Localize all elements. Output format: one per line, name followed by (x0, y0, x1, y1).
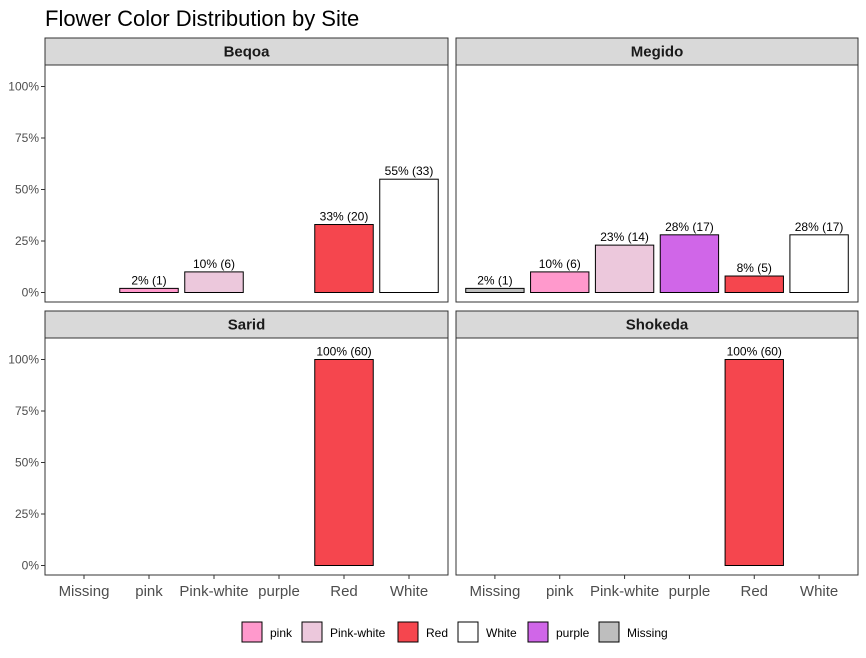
bar-red (724, 359, 784, 566)
facet-strip-label: Megido (631, 44, 684, 61)
legend-swatch (527, 621, 549, 643)
data-label: 10% (6) (193, 257, 235, 271)
panel-border (44, 64, 449, 303)
data-label: 55% (33) (385, 164, 434, 178)
legend-swatch (457, 621, 479, 643)
bar-red (314, 359, 374, 566)
x-tick-label: Missing (59, 583, 110, 600)
legend-entry: pink (241, 621, 293, 643)
y-tick-label: 75% (15, 404, 39, 418)
legend-swatch (301, 621, 323, 643)
facet-panel: Megido 2% (1) 10% (6) 23% (14) 28% (17) 8% (5… (455, 37, 859, 303)
bar-red (724, 275, 784, 293)
x-tick-label: White (390, 583, 428, 600)
legend-label: purple (556, 626, 590, 640)
legend-entry: purple (527, 621, 590, 643)
legend-entry: Pink-white (301, 621, 386, 643)
legend-swatch (598, 621, 620, 643)
x-tick-label: pink (546, 583, 574, 600)
y-tick-label: 100% (8, 80, 39, 94)
legend-label: White (486, 626, 517, 640)
legend-label: Pink-white (330, 626, 386, 640)
panel-border (455, 337, 859, 576)
x-axes: Missing pink Pink-white purple Red White Missi… (59, 575, 838, 600)
x-tick-label: Missing (469, 583, 520, 600)
data-label: 33% (20) (320, 210, 369, 224)
y-tick-label: 75% (15, 131, 39, 145)
data-label: 2% (1) (477, 273, 512, 287)
legend-label: pink (270, 626, 293, 640)
panel-border (44, 337, 449, 576)
panel-border (455, 64, 859, 303)
legend-swatch (397, 621, 419, 643)
bar-red (314, 224, 374, 294)
x-tick-label: Red (740, 583, 768, 600)
chart-title: Flower Color Distribution by Site (45, 6, 359, 31)
legend-swatch (241, 621, 263, 643)
bar-pink-white (594, 244, 655, 293)
bar-purple (659, 234, 720, 294)
y-tick-label: 50% (15, 456, 39, 470)
bar-missing (465, 287, 525, 294)
legend-label: Missing (627, 626, 668, 640)
facet-strip-label: Sarid (228, 317, 266, 334)
facet-panel: Sarid 0% 25% 50% 75% 100% 100% (60) (8, 310, 449, 576)
data-label: 28% (17) (795, 220, 844, 234)
facet-strip-label: Shokeda (626, 317, 689, 334)
legend: pink Pink-white Red White purple Missing (241, 621, 668, 643)
data-label: 28% (17) (665, 220, 714, 234)
legend-label: Red (426, 626, 448, 640)
y-tick-label: 0% (22, 286, 40, 300)
facet-panels: Beqoa 0% 25% 50% 75% 100% 2% (1) 10% (6) 33% (20… (8, 37, 859, 576)
x-tick-label: pink (135, 583, 163, 600)
bar-pink (119, 287, 179, 294)
bar-white (789, 234, 849, 294)
y-tick-label: 100% (8, 353, 39, 367)
facet-strip (44, 310, 449, 339)
bar-pink-white (184, 271, 244, 293)
x-tick-label: White (800, 583, 838, 600)
bar-pink (530, 271, 590, 293)
x-tick-label: Pink-white (590, 583, 659, 600)
legend-entry: Missing (598, 621, 668, 643)
x-tick-label: Pink-white (179, 583, 248, 600)
facet-strip (455, 310, 859, 339)
data-label: 23% (14) (600, 230, 649, 244)
data-label: 2% (1) (131, 273, 166, 287)
facet-strip-label: Beqoa (224, 44, 271, 61)
x-tick-label: purple (258, 583, 300, 600)
facet-strip (455, 37, 859, 66)
facet-strip (44, 37, 449, 66)
data-label: 100% (60) (316, 345, 371, 359)
y-tick-label: 25% (15, 507, 39, 521)
y-tick-label: 0% (22, 559, 40, 573)
data-label: 10% (6) (539, 257, 581, 271)
x-tick-label: Red (330, 583, 358, 600)
data-label: 8% (5) (737, 261, 772, 275)
bar-white (379, 178, 439, 293)
legend-entry: White (457, 621, 517, 643)
y-tick-label: 50% (15, 183, 39, 197)
facet-panel: Shokeda 100% (60) (455, 310, 859, 576)
x-tick-label: purple (669, 583, 711, 600)
legend-entry: Red (397, 621, 448, 643)
facet-panel: Beqoa 0% 25% 50% 75% 100% 2% (1) 10% (6) 33% (20… (8, 37, 449, 303)
y-tick-label: 25% (15, 234, 39, 248)
data-label: 100% (60) (727, 345, 782, 359)
